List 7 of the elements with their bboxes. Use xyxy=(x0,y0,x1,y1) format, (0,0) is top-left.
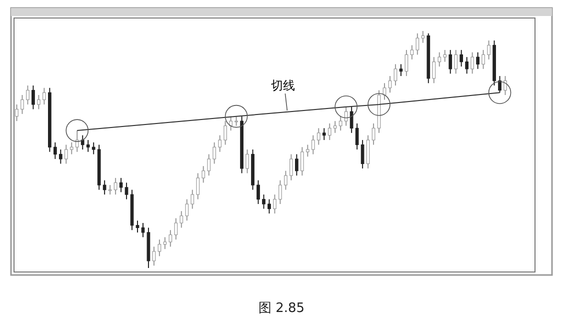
point xyxy=(488,81,512,104)
point xyxy=(334,95,358,118)
annotation: 切线 xyxy=(271,78,296,93)
point xyxy=(224,104,248,128)
caption: 图 2.85 xyxy=(258,301,305,316)
point xyxy=(66,119,89,142)
point xyxy=(368,93,390,116)
